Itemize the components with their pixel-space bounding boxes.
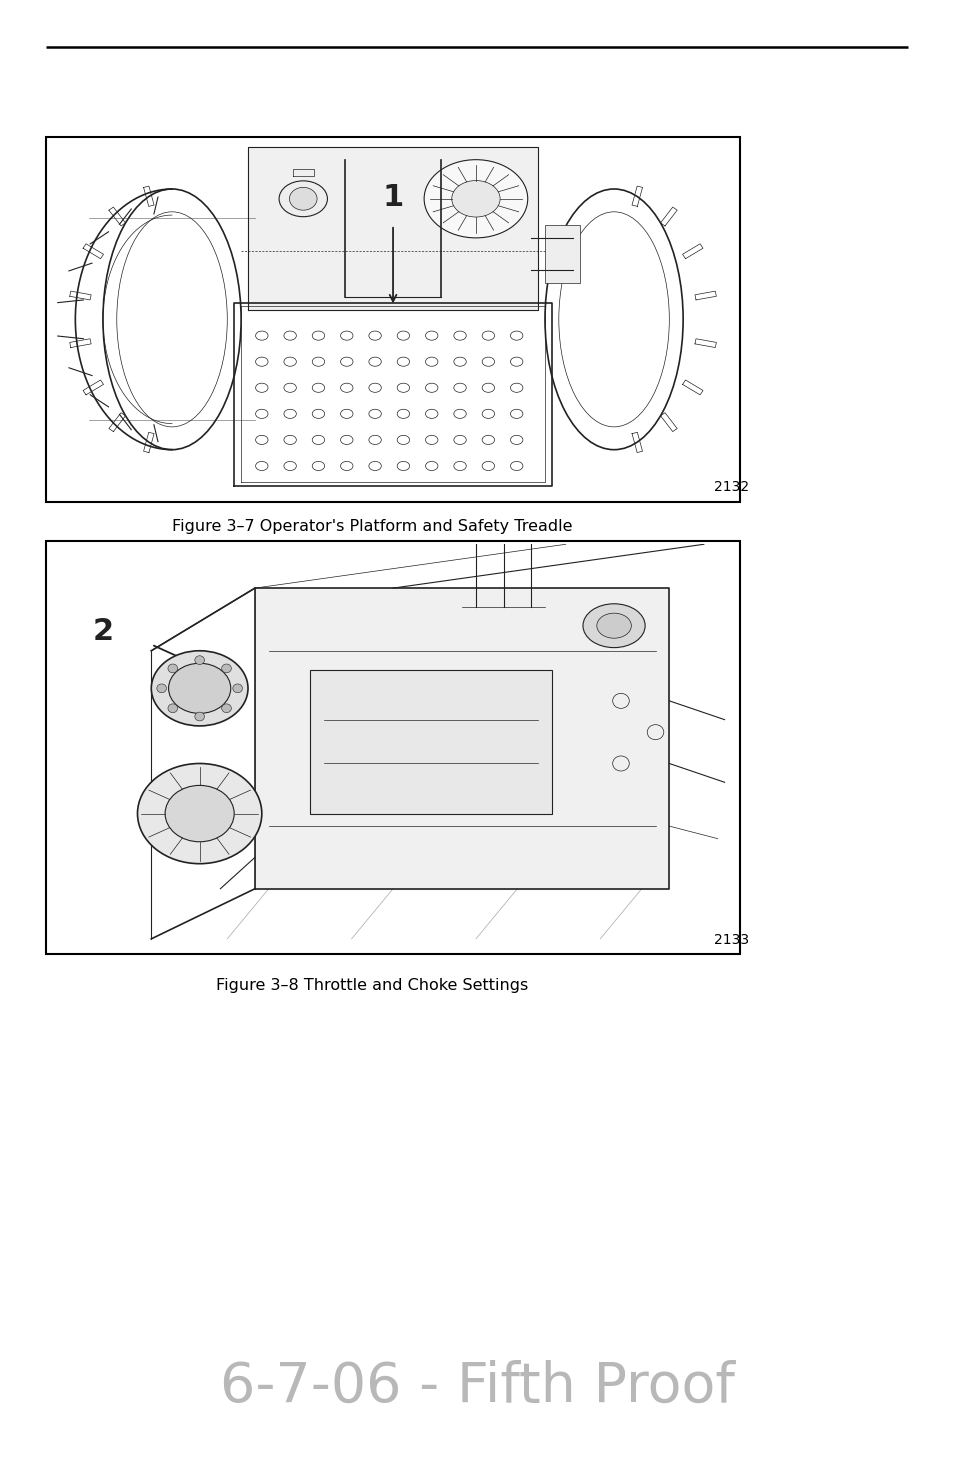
Ellipse shape (424, 159, 527, 237)
Circle shape (221, 704, 232, 712)
Text: 2132: 2132 (713, 481, 748, 494)
Text: Figure 3–8 Throttle and Choke Settings: Figure 3–8 Throttle and Choke Settings (215, 978, 528, 993)
Ellipse shape (582, 603, 644, 648)
Circle shape (168, 704, 177, 712)
Circle shape (168, 664, 177, 673)
Bar (310, 670, 552, 814)
Ellipse shape (452, 180, 499, 217)
Text: Figure 3–7 Operator's Platform and Safety Treadle: Figure 3–7 Operator's Platform and Safet… (172, 519, 572, 534)
Bar (46, 137, 740, 502)
Circle shape (221, 664, 232, 673)
Ellipse shape (152, 650, 248, 726)
Ellipse shape (169, 664, 231, 714)
Circle shape (194, 712, 204, 721)
Text: 2: 2 (92, 618, 113, 646)
Circle shape (233, 684, 242, 693)
Ellipse shape (137, 764, 261, 864)
Circle shape (156, 684, 167, 693)
Ellipse shape (597, 614, 631, 639)
Text: 1: 1 (382, 183, 403, 212)
Text: 2133: 2133 (713, 934, 748, 947)
Polygon shape (248, 146, 537, 310)
Ellipse shape (165, 785, 233, 842)
Bar (46, 541, 740, 954)
Text: 6-7-06 - Fifth Proof: 6-7-06 - Fifth Proof (219, 1360, 734, 1413)
Bar (544, 224, 578, 283)
Ellipse shape (279, 181, 327, 217)
Polygon shape (254, 589, 669, 889)
Ellipse shape (289, 187, 316, 209)
Circle shape (194, 656, 204, 665)
